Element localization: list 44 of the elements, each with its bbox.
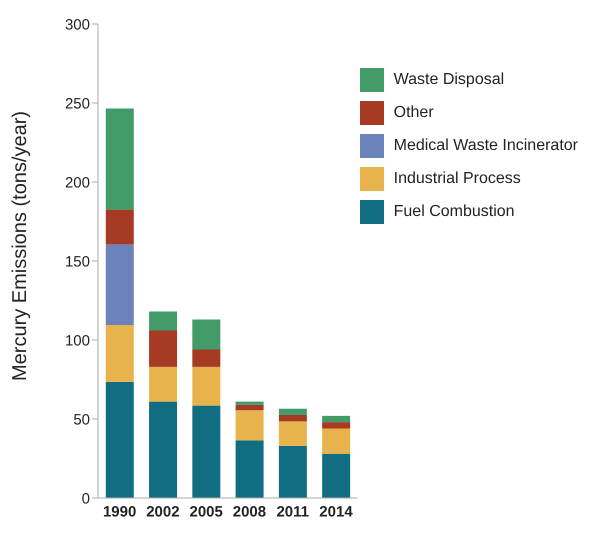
bar [149,402,178,498]
bar [236,410,264,440]
bar [278,408,307,416]
bar [322,454,350,498]
legend-label: Waste Disposal [394,71,504,89]
legend-label: Other [394,104,434,122]
bar [322,428,350,454]
y-tick-label: 250 [64,95,90,112]
bar [106,244,134,325]
x-tick-label: 2005 [189,504,223,521]
x-tick-label: 2002 [146,504,180,521]
bar [236,404,264,410]
y-axis-title: Mercury Emissions (tons/year) [9,110,32,381]
legend-label: Medical Waste Incinerator [394,137,578,155]
bar [236,440,264,498]
bar [322,416,350,422]
bar [236,402,264,405]
bar [106,210,134,244]
x-tick-label: 2014 [319,504,354,521]
legend-label: Industrial Process [394,170,521,188]
y-tick-label: 50 [73,411,90,428]
bar [106,324,134,382]
bar [149,312,178,331]
x-tick-label: 2008 [232,504,266,521]
bar [192,319,220,350]
bar [192,406,220,498]
bar [192,366,220,406]
bar [149,330,178,367]
x-tick-label: 1990 [102,504,136,521]
legend-label: Fuel Combustion [394,203,515,221]
bar [278,415,307,422]
y-tick-label: 200 [64,174,90,192]
bar [278,446,307,498]
bar [322,422,350,428]
y-tick-label: 0 [82,490,90,508]
x-tick-label: 2011 [276,504,309,521]
y-tick-label: 150 [64,253,90,270]
bar [278,421,307,446]
bar [149,366,178,402]
y-tick-label: 300 [64,16,90,34]
y-tick-label: 100 [64,332,90,350]
bar [106,108,134,210]
bar [106,382,134,498]
bar [192,349,220,367]
